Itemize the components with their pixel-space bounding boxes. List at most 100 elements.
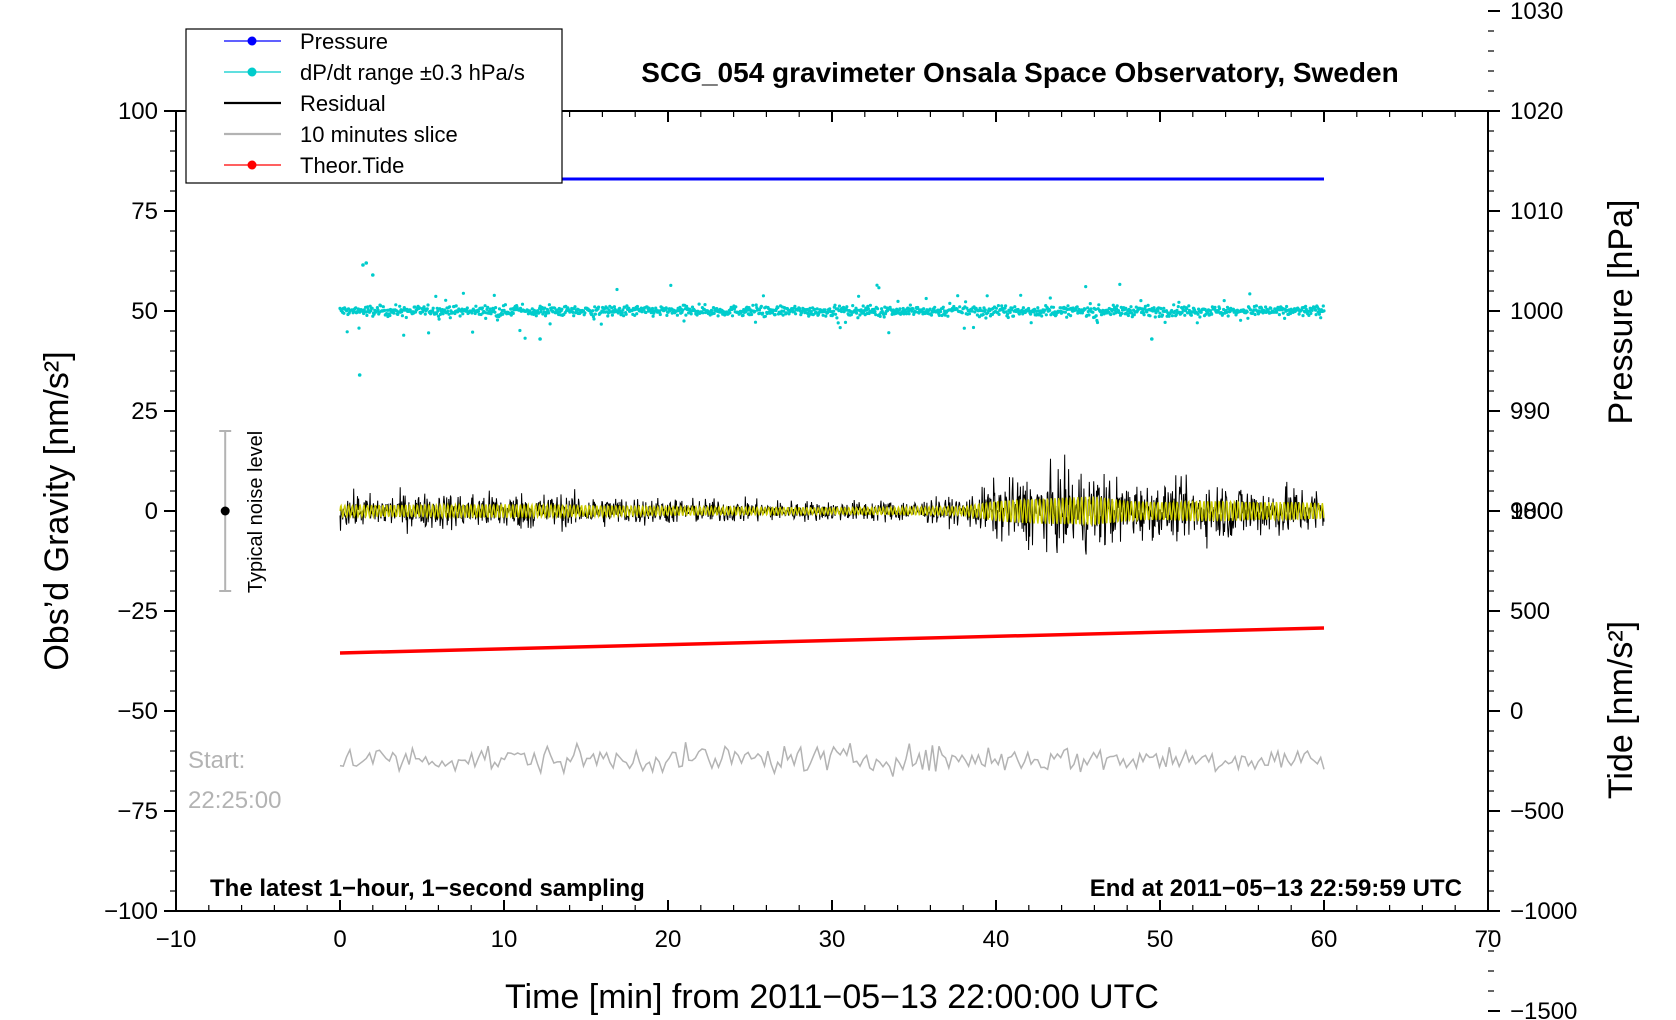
dpdt-point: [1189, 313, 1193, 317]
dpdt-point: [429, 312, 433, 316]
legend-label: 10 minutes slice: [300, 122, 458, 147]
start-time: 22:25:00: [188, 787, 281, 814]
dpdt-point: [761, 311, 765, 315]
dpdt-point: [1222, 299, 1226, 303]
dpdt-point: [1094, 307, 1098, 311]
dpdt-point: [1019, 293, 1023, 297]
dpdt-point: [1065, 315, 1069, 319]
dpdt-point: [342, 311, 346, 315]
dpdt-point: [929, 313, 934, 317]
legend-box: [185, 28, 563, 184]
dpdt-point: [703, 303, 707, 307]
dpdt-outlier-point: [357, 373, 362, 377]
dpdt-point: [458, 314, 462, 318]
dpdt-point: [759, 304, 764, 308]
dpdt-point: [813, 307, 817, 311]
dpdt-point: [572, 314, 576, 318]
dpdt-point: [983, 308, 987, 312]
dpdt-point: [1091, 310, 1095, 314]
legend-swatch-dot: [247, 67, 257, 77]
dpdt-point: [1132, 313, 1136, 317]
dpdt-point: [908, 303, 913, 307]
dpdt-point: [857, 294, 861, 298]
dpdt-outlier-point: [371, 273, 375, 277]
dpdt-point: [866, 307, 871, 311]
dpdt-point: [809, 310, 813, 314]
dpdt-point: [964, 300, 968, 304]
pressure-tick-label: 990: [1510, 398, 1550, 425]
dpdt-point: [644, 310, 648, 315]
dpdt-point: [965, 306, 969, 310]
dpdt-point: [364, 310, 368, 314]
dpdt-point: [1172, 303, 1176, 307]
dpdt-point: [730, 314, 735, 318]
dpdt-point: [520, 302, 525, 306]
dpdt-point: [996, 304, 1001, 308]
dpdt-point: [392, 311, 396, 315]
y-tick-label-left: 0: [145, 498, 158, 525]
dpdt-point: [984, 316, 988, 320]
dpdt-point: [1043, 308, 1047, 312]
dpdt-point: [593, 305, 597, 309]
dpdt-point: [1036, 306, 1040, 310]
dpdt-point: [447, 312, 451, 316]
dpdt-point: [1117, 310, 1121, 315]
dpdt-point: [837, 304, 842, 308]
dpdt-point: [806, 312, 810, 316]
y-tick-label-left: −100: [104, 898, 158, 925]
dpdt-point: [1260, 306, 1264, 310]
x-tick-label: 30: [819, 926, 846, 953]
dpdt-point: [741, 313, 745, 317]
dpdt-point: [1162, 306, 1166, 310]
dpdt-point: [1160, 313, 1165, 317]
dpdt-point: [591, 315, 596, 319]
dpdt-point: [1198, 315, 1202, 319]
dpdt-point: [685, 304, 689, 308]
dpdt-point: [675, 313, 680, 317]
x-tick-label: 40: [983, 926, 1010, 953]
dpdt-point: [396, 312, 400, 316]
x-axis-title: Time [min] from 2011−05−13 22:00:00 UTC: [505, 978, 1159, 1016]
dpdt-point: [1063, 310, 1067, 314]
dpdt-point: [1006, 315, 1010, 320]
dpdt-point: [620, 311, 624, 315]
dpdt-point: [943, 313, 947, 317]
dpdt-point: [1083, 307, 1087, 311]
dpdt-point: [413, 305, 417, 309]
dpdt-point: [448, 305, 452, 309]
dpdt-point: [834, 312, 838, 316]
dpdt-point: [849, 313, 854, 317]
dpdt-point: [985, 294, 989, 298]
y-axis-title-tide: Tide [nm/s²]: [1602, 621, 1640, 799]
y-axis-title-pressure: Pressure [hPa]: [1602, 200, 1640, 425]
dpdt-point: [488, 307, 492, 311]
dpdt-point: [1281, 311, 1285, 315]
legend-label: Residual: [300, 91, 386, 116]
dpdt-point: [461, 312, 465, 316]
dpdt-point: [1013, 305, 1017, 309]
dpdt-point: [1177, 300, 1181, 304]
dpdt-point: [1314, 313, 1318, 317]
dpdt-outlier-point: [1150, 337, 1154, 341]
dpdt-point: [557, 306, 561, 311]
dpdt-point: [1040, 314, 1044, 318]
dpdt-point: [553, 306, 557, 310]
dpdt-point: [345, 330, 349, 334]
dpdt-point: [1011, 314, 1016, 318]
dpdt-point: [543, 306, 547, 310]
dpdt-point: [1048, 308, 1052, 312]
dpdt-point: [1226, 314, 1230, 318]
dpdt-point: [981, 312, 985, 317]
dpdt-point: [1088, 302, 1092, 306]
dpdt-point: [1089, 307, 1093, 311]
dpdt-point: [1256, 312, 1260, 316]
dpdt-point: [1210, 312, 1214, 316]
dpdt-point: [1143, 304, 1147, 308]
dpdt-point: [590, 312, 594, 316]
dpdt-point: [751, 303, 755, 307]
dpdt-point: [1118, 282, 1122, 286]
dpdt-point: [435, 306, 439, 310]
dpdt-point: [1051, 305, 1056, 309]
dpdt-point: [1029, 321, 1033, 325]
